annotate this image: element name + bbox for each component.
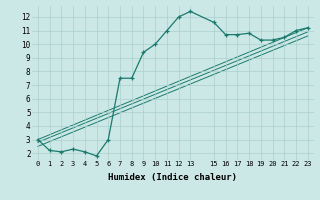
X-axis label: Humidex (Indice chaleur): Humidex (Indice chaleur) bbox=[108, 173, 237, 182]
